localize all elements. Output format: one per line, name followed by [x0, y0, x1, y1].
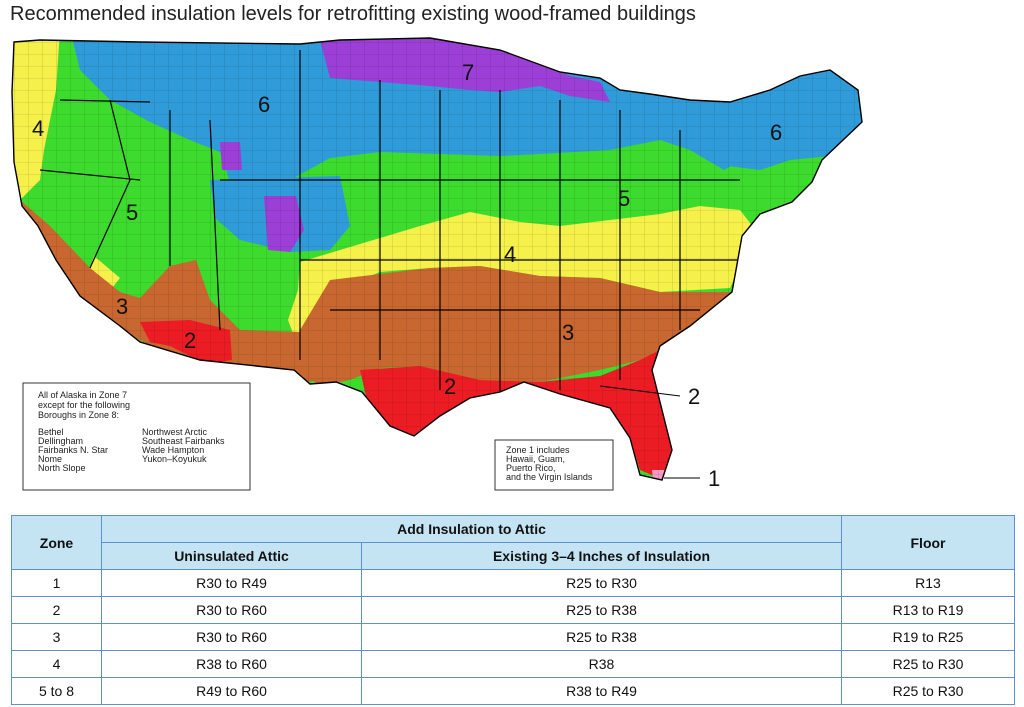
zone-label: 7	[462, 60, 474, 85]
zone1-note: Zone 1 includes Hawaii, Guam, Puerto Ric…	[494, 439, 614, 491]
callout-label: 2	[688, 384, 700, 409]
uninsulated-header: Uninsulated Attic	[101, 542, 362, 570]
table-row: 4 R38 to R60 R38 R25 to R30	[11, 650, 1015, 678]
zone-label: 3	[562, 320, 574, 345]
uninsulated-cell: R49 to R60	[101, 677, 362, 705]
zone-label: 5	[618, 186, 630, 211]
uninsulated-cell: R38 to R60	[101, 650, 362, 678]
existing-cell: R25 to R38	[361, 596, 842, 624]
svg-text:Wade Hampton: Wade Hampton	[142, 445, 204, 455]
zone-label: 5	[126, 200, 138, 225]
alaska-note: All of Alaska in Zone 7 except for the f…	[22, 382, 251, 491]
zone-label: 2	[444, 374, 456, 399]
svg-text:All of Alaska in Zone 7: All of Alaska in Zone 7	[38, 390, 127, 400]
page-title: Recommended insulation levels for retrof…	[10, 3, 696, 25]
floor-cell: R13	[841, 569, 1015, 597]
floor-cell: R25 to R30	[841, 650, 1015, 678]
svg-text:Fairbanks N. Star: Fairbanks N. Star	[38, 445, 108, 455]
existing-cell: R25 to R30	[361, 569, 842, 597]
us-outline	[11, 37, 863, 481]
svg-text:Zone 1 includes: Zone 1 includes	[506, 445, 570, 455]
svg-text:Northwest Arctic: Northwest Arctic	[142, 427, 208, 437]
attic-group-header: Add Insulation to Attic	[101, 515, 842, 543]
floor-header: Floor	[841, 515, 1015, 570]
svg-text:Hawaii, Guam,: Hawaii, Guam,	[506, 454, 565, 464]
zone-label: 6	[770, 120, 782, 145]
svg-text:and the Virgin Islands: and the Virgin Islands	[506, 472, 593, 482]
climate-zone-map: 7 6 4 5 3 2 4 5 6 3 2 2 1 All of Alaska …	[11, 37, 863, 491]
zone-label: 4	[504, 242, 516, 267]
existing-header: Existing 3–4 Inches of Insulation	[361, 542, 842, 570]
zone-header: Zone	[11, 515, 102, 570]
existing-cell: R38	[361, 650, 842, 678]
uninsulated-cell: R30 to R49	[101, 569, 362, 597]
table-row: 2 R30 to R60 R25 to R38 R13 to R19	[11, 596, 1015, 624]
insulation-table: Zone Add Insulation to Attic Floor Unins…	[11, 515, 1015, 705]
svg-text:North Slope: North Slope	[38, 463, 86, 473]
existing-cell: R38 to R49	[361, 677, 842, 705]
svg-text:Bethel: Bethel	[38, 427, 64, 437]
zone-cell: 4	[11, 650, 102, 678]
existing-cell: R25 to R38	[361, 623, 842, 651]
svg-text:except for the following: except for the following	[38, 400, 130, 410]
zone-label: 6	[258, 92, 270, 117]
uninsulated-cell: R30 to R60	[101, 596, 362, 624]
zone-label: 2	[184, 328, 196, 353]
state-borders	[39, 50, 760, 400]
callout-line	[599, 385, 681, 397]
uninsulated-cell: R30 to R60	[101, 623, 362, 651]
floor-cell: R25 to R30	[841, 677, 1015, 705]
zone-cell: 3	[11, 623, 102, 651]
zone-label: 3	[116, 294, 128, 319]
zone-cell: 2	[11, 596, 102, 624]
svg-text:Puerto Rico,: Puerto Rico,	[506, 463, 556, 473]
table-row: 3 R30 to R60 R25 to R38 R19 to R25	[11, 623, 1015, 651]
zone-label: 4	[32, 116, 44, 141]
callout-label: 1	[708, 466, 720, 491]
svg-text:Nome: Nome	[38, 454, 62, 464]
floor-cell: R19 to R25	[841, 623, 1015, 651]
table-row: 5 to 8 R49 to R60 R38 to R49 R25 to R30	[11, 677, 1015, 705]
svg-text:Dellingham: Dellingham	[38, 436, 83, 446]
svg-text:Boroughs in Zone 8:: Boroughs in Zone 8:	[38, 410, 119, 420]
table-row: 1 R30 to R49 R25 to R30 R13	[11, 569, 1015, 597]
svg-text:Yukon–Koyukuk: Yukon–Koyukuk	[142, 454, 207, 464]
svg-text:Southeast Fairbanks: Southeast Fairbanks	[142, 436, 225, 446]
floor-cell: R13 to R19	[841, 596, 1015, 624]
zone-cell: 1	[11, 569, 102, 597]
zone-cell: 5 to 8	[11, 677, 102, 705]
